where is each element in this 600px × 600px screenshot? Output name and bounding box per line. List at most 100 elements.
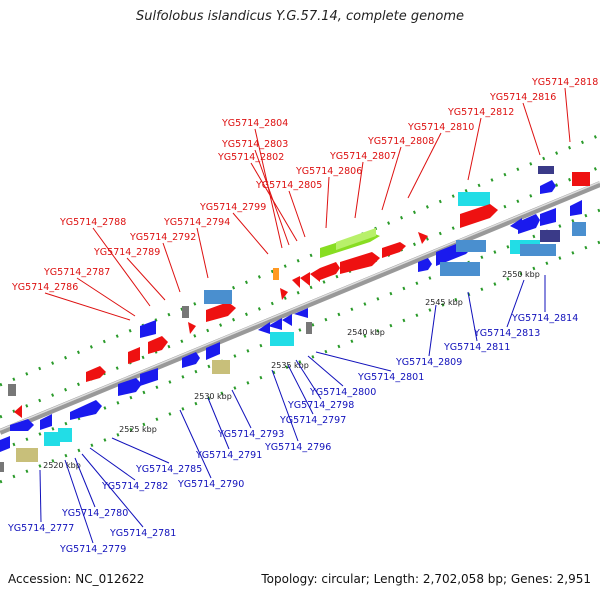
gene-red (148, 336, 168, 354)
outer-dot-track-bottom (0, 240, 600, 484)
accession-label: Accession: NC_012622 (8, 572, 145, 586)
gene-label: YG5714_2787 (43, 267, 110, 278)
label-leader-line (325, 176, 330, 229)
tick-label: 2525 kbp (119, 425, 157, 434)
label-leader-line (506, 279, 525, 328)
label-leader-line (162, 242, 181, 293)
label-leader-line (287, 364, 314, 415)
gene-blue (540, 208, 556, 226)
gene-label: YG5714_2793 (217, 429, 284, 440)
gene-label: YG5714_2781 (109, 528, 176, 539)
gene-blue (518, 214, 540, 234)
tick-label: 2530 kbp (194, 392, 232, 401)
label-leader-line (111, 437, 170, 464)
gene-red (292, 276, 300, 288)
gene-blue (10, 419, 34, 431)
label-leader-line (250, 162, 298, 242)
gene-blue (70, 400, 102, 420)
gene-red (340, 252, 380, 274)
label-leader-line (564, 87, 571, 143)
gene-label: YG5714_2806 (295, 166, 362, 177)
genome-backbone (0, 181, 600, 435)
gene-red (128, 347, 140, 364)
gene-label: YG5714_2777 (7, 523, 74, 534)
label-leader-line (64, 459, 94, 544)
label-leader-line (196, 227, 209, 279)
label-leader-line (39, 469, 42, 523)
gene-red (310, 268, 320, 282)
gene-khaki (16, 448, 38, 462)
gene-cyan (458, 192, 490, 206)
gene-label: YG5714_2779 (59, 544, 126, 555)
gene-label: YG5714_2814 (511, 313, 578, 324)
gene-steelblue (572, 222, 586, 236)
gene-blue (258, 322, 270, 334)
bottom-strand-labels: YG5714_2777 YG5714_2779 YG5714_2780 YG5714_… (7, 275, 578, 555)
gene-cyan (270, 332, 294, 346)
gene-red (280, 288, 288, 300)
genome-summary: Topology: circular; Length: 2,702,058 bp… (261, 572, 591, 586)
gene-red (188, 322, 196, 334)
label-leader-line (271, 369, 299, 442)
gene-label: YG5714_2789 (93, 247, 160, 258)
tick-label: 2550 kbp (502, 270, 540, 279)
tick-label: 2540 kbp (347, 328, 385, 337)
label-leader-line (295, 359, 322, 400)
gene-blue (282, 314, 292, 326)
label-leader-line (522, 102, 541, 156)
label-leader-line (81, 453, 144, 528)
gene-label: YG5714_2786 (11, 282, 78, 293)
gene-red (206, 302, 236, 322)
gene-steelblue (440, 262, 480, 276)
gene-blue (540, 180, 556, 194)
gene-label: YG5714_2788 (59, 217, 126, 228)
label-leader-line (407, 132, 442, 199)
gene-label: YG5714_2804 (221, 118, 288, 129)
label-leader-line (254, 149, 290, 246)
gene-red (382, 242, 406, 258)
label-leader-line (232, 212, 269, 255)
gene-label: YG5714_2785 (135, 464, 202, 475)
label-leader-line (179, 409, 212, 479)
inner-dot-track-bottom (0, 208, 600, 452)
label-leader-line (89, 447, 136, 481)
label-leader-line (74, 457, 96, 508)
gene-blue (570, 200, 582, 216)
gene-blue (294, 308, 308, 318)
gene-label: YG5714_2797 (279, 415, 346, 426)
gene-label: YG5714_2813 (473, 328, 540, 339)
label-leader-line (467, 291, 478, 342)
kbp-ticks: 2520 kbp 2525 kbp 2530 kbp 2535 kbp 2540 kbp… (43, 270, 540, 470)
gene-red (572, 172, 590, 186)
gene-orange (273, 268, 279, 280)
gene-label: YG5714_2805 (255, 180, 322, 191)
gene-blue (182, 352, 200, 368)
gene-blue (0, 436, 10, 452)
label-leader-line (76, 277, 136, 317)
gene-blue (40, 414, 52, 430)
gene-label: YG5714_2794 (163, 217, 230, 228)
gene-label: YG5714_2796 (264, 442, 331, 453)
gene-blue (140, 368, 158, 386)
gene-red (320, 262, 340, 280)
gene-blue (268, 318, 282, 330)
gene-grey (306, 322, 312, 334)
gene-blue (140, 320, 156, 338)
label-leader-line (288, 190, 306, 238)
gene-label: YG5714_2780 (61, 508, 128, 519)
gene-blue (206, 342, 220, 360)
tick-label: 2545 kbp (425, 298, 463, 307)
gene-label: YG5714_2792 (129, 232, 196, 243)
gene-label: YG5714_2808 (367, 136, 434, 147)
guide-lines (0, 133, 600, 484)
label-leader-line (354, 161, 364, 219)
gene-red (460, 204, 498, 228)
label-leader-line (307, 355, 344, 387)
label-leader-line (467, 117, 482, 181)
label-leader-line (92, 227, 151, 307)
gene-red (418, 232, 428, 244)
gene-label: YG5714_2802 (217, 152, 284, 163)
gene-label: YG5714_2810 (407, 122, 474, 133)
label-leader-line (315, 351, 392, 372)
